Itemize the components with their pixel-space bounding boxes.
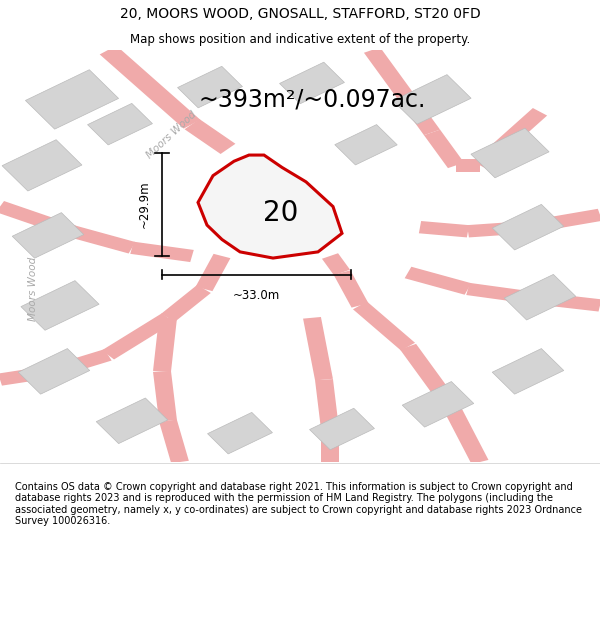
Text: 20: 20 [263, 199, 299, 227]
Polygon shape [321, 429, 339, 462]
Polygon shape [364, 48, 416, 102]
Polygon shape [18, 349, 90, 394]
Polygon shape [0, 366, 56, 386]
Polygon shape [2, 140, 82, 191]
Polygon shape [473, 108, 547, 169]
Polygon shape [402, 381, 474, 427]
Text: ~33.0m: ~33.0m [233, 289, 280, 302]
Polygon shape [178, 66, 242, 108]
Polygon shape [400, 97, 440, 135]
Polygon shape [335, 124, 397, 165]
Polygon shape [471, 128, 549, 178]
Polygon shape [102, 313, 174, 359]
Polygon shape [25, 70, 119, 129]
Polygon shape [322, 253, 350, 275]
Polygon shape [198, 155, 342, 258]
Polygon shape [130, 242, 194, 262]
Polygon shape [492, 349, 564, 394]
Text: Contains OS data © Crown copyright and database right 2021. This information is : Contains OS data © Crown copyright and d… [15, 481, 582, 526]
Text: 20, MOORS WOOD, GNOSALL, STAFFORD, ST20 0FD: 20, MOORS WOOD, GNOSALL, STAFFORD, ST20 … [119, 6, 481, 21]
Text: ~393m²/~0.097ac.: ~393m²/~0.097ac. [199, 88, 425, 111]
Polygon shape [492, 204, 564, 250]
Text: Moors Wood: Moors Wood [28, 257, 38, 321]
Text: Moors Wood: Moors Wood [144, 109, 198, 160]
Polygon shape [159, 419, 189, 463]
Polygon shape [50, 349, 112, 377]
Polygon shape [0, 201, 76, 237]
Polygon shape [21, 281, 99, 330]
Polygon shape [400, 344, 458, 407]
Polygon shape [310, 408, 374, 450]
Polygon shape [504, 274, 576, 320]
Polygon shape [527, 291, 600, 311]
Polygon shape [251, 194, 313, 235]
Polygon shape [100, 46, 200, 129]
Polygon shape [303, 317, 333, 381]
Polygon shape [467, 221, 529, 238]
Polygon shape [526, 209, 600, 233]
Polygon shape [153, 318, 177, 372]
Polygon shape [334, 270, 368, 308]
Text: ~29.9m: ~29.9m [138, 181, 151, 228]
Polygon shape [208, 412, 272, 454]
Polygon shape [68, 226, 136, 254]
Polygon shape [424, 129, 464, 168]
Polygon shape [96, 398, 168, 444]
Polygon shape [466, 283, 530, 303]
Polygon shape [315, 379, 339, 429]
Polygon shape [419, 221, 469, 238]
Polygon shape [353, 302, 415, 351]
Polygon shape [280, 62, 344, 104]
Polygon shape [404, 267, 472, 295]
Polygon shape [12, 213, 84, 258]
Polygon shape [88, 103, 152, 145]
Polygon shape [456, 159, 480, 171]
Polygon shape [393, 74, 471, 124]
Text: Map shows position and indicative extent of the property.: Map shows position and indicative extent… [130, 32, 470, 46]
Polygon shape [185, 119, 235, 154]
Polygon shape [196, 254, 230, 291]
Polygon shape [442, 402, 488, 464]
Polygon shape [161, 285, 211, 322]
Polygon shape [153, 371, 177, 421]
